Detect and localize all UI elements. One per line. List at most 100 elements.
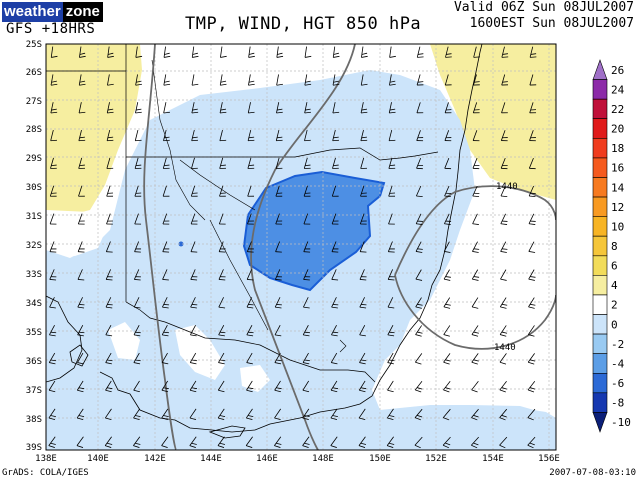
wind-barb [416, 74, 424, 86]
colorbar-label: -10 [611, 416, 631, 429]
longitude-labels: 138E 140E 142E 144E 146E 148E 150E 152E … [35, 454, 560, 464]
wind-barb [303, 241, 311, 253]
wind-barb [473, 74, 480, 86]
wind-barb [303, 157, 311, 169]
lon-label: 146E [256, 454, 278, 464]
wind-barb [246, 380, 254, 393]
wind-barb [529, 130, 536, 142]
colorbar-swatch [592, 314, 608, 335]
lon-label: 154E [482, 454, 504, 464]
wind-barb [332, 102, 340, 114]
wind-barb [274, 352, 282, 365]
colorbar-label: 20 [611, 123, 624, 136]
colorbar-swatch [592, 255, 608, 276]
wind-barb [248, 46, 255, 58]
colorbar-swatch [592, 196, 608, 217]
lat-label: 34S [26, 299, 42, 309]
graticule [46, 44, 556, 450]
contour-label-south: 1440 [494, 343, 516, 353]
wind-barb [162, 213, 170, 225]
wind-barb [331, 269, 339, 281]
wind-barb [246, 269, 254, 281]
wind-barb [528, 269, 536, 281]
wind-barb [79, 46, 86, 58]
wind-barb [218, 213, 226, 225]
wind-barb [528, 213, 536, 225]
wind-barb [444, 157, 452, 170]
state-borders [46, 44, 439, 383]
wind-barb [330, 408, 338, 421]
wind-barb [48, 380, 56, 393]
cold-spot-marker [178, 241, 184, 247]
wind-barb [445, 46, 452, 58]
wind-barb [529, 102, 537, 114]
wind-barb [358, 436, 367, 448]
wind-barb [304, 129, 311, 142]
wind-barb [387, 324, 395, 337]
lon-label: 156E [538, 454, 560, 464]
wind-barb [527, 325, 535, 337]
wind-barb [443, 269, 451, 281]
cold-core-mid-blue [242, 170, 386, 292]
wind-barb [555, 408, 556, 421]
colorbar-swatch [592, 275, 608, 296]
wind-barb [161, 324, 170, 337]
wind-barb [77, 324, 85, 337]
contour-label-north: 1440 [496, 182, 518, 192]
wind-barb [416, 130, 424, 142]
wind-barb [133, 408, 141, 421]
wind-barb [303, 185, 311, 197]
wind-barb [190, 213, 198, 225]
wind-barb [162, 185, 170, 197]
warm-pocket-south-2 [240, 365, 270, 392]
colorbar-swatch [592, 412, 608, 433]
wind-barb [501, 102, 508, 114]
wind-barb [218, 352, 226, 365]
wind-barb [358, 408, 366, 421]
wind-barb [135, 102, 142, 114]
wind-barb [104, 408, 112, 421]
colorbar-swatch [592, 372, 608, 394]
wind-barb [190, 324, 197, 337]
wind-barb [444, 185, 452, 198]
wind-barb [387, 241, 395, 253]
wind-barb [191, 157, 198, 169]
colorbar-swatch [592, 59, 608, 80]
coastline [46, 44, 483, 439]
wind-barb [190, 269, 198, 281]
wind-barb [500, 269, 507, 281]
wind-barb [527, 436, 536, 449]
wind-barb [330, 436, 338, 448]
colorbar-swatch [592, 294, 608, 315]
lon-label: 138E [35, 454, 57, 464]
colorbar-swatch [592, 333, 608, 354]
footer-timestamp: 2007-07-08-03:10 [549, 468, 636, 478]
wind-barb [161, 408, 169, 421]
wind-barb [49, 213, 57, 225]
wind-barb [360, 185, 367, 197]
wind-barb [275, 185, 283, 197]
wind-barb [49, 241, 57, 253]
warm-region-northwest [46, 44, 142, 215]
footer-credit: GrADS: COLA/IGES [2, 468, 89, 478]
wind-barb [106, 185, 114, 197]
wind-barb [416, 157, 424, 170]
wind-barb [105, 380, 113, 393]
wind-barb [274, 408, 282, 421]
wind-barb [246, 297, 254, 309]
wind-barb [359, 352, 367, 365]
wind-barb [190, 241, 198, 253]
wind-barb [501, 74, 509, 86]
wind-barb [78, 129, 86, 142]
wind-barb [331, 185, 339, 197]
wind-barb [414, 408, 423, 421]
lat-label: 37S [26, 386, 42, 396]
wind-barb [472, 213, 479, 225]
wind-barb [247, 213, 254, 225]
wind-barb [134, 241, 142, 253]
wind-barb [471, 436, 479, 449]
wind-barb [360, 129, 368, 142]
wind-barb [499, 436, 508, 449]
